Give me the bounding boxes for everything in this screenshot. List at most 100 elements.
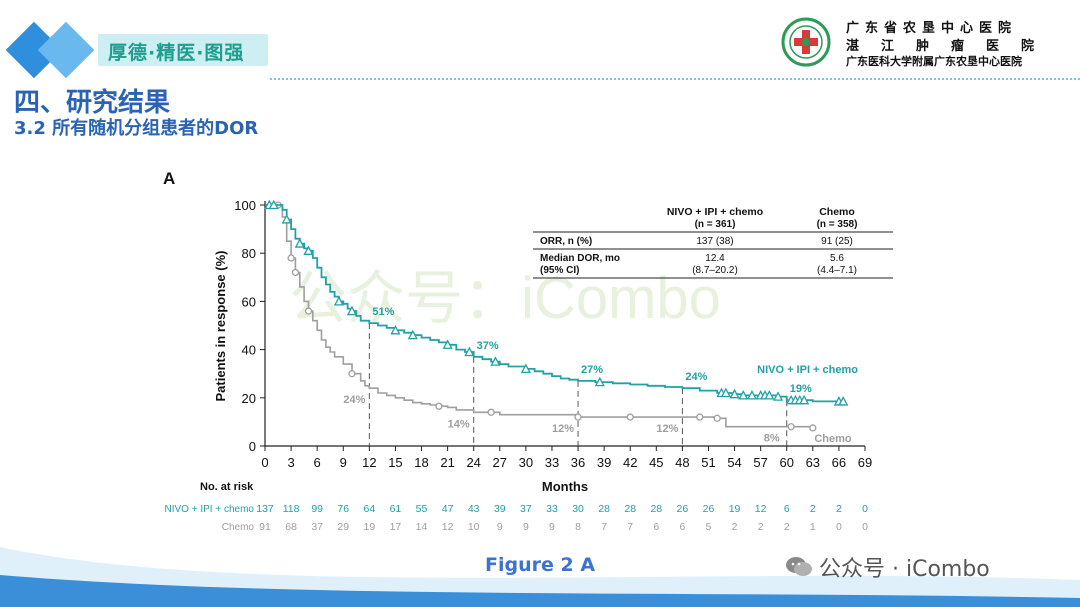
table-cell: 5.6 xyxy=(830,253,844,264)
nivo-censor-mark xyxy=(520,363,531,374)
panel-label: A xyxy=(163,169,175,188)
background-watermark: 公众号：iCombo xyxy=(289,266,721,331)
risk-cell: 19 xyxy=(364,521,376,533)
risk-cell: 12 xyxy=(755,503,767,515)
chemo-censor-mark xyxy=(809,424,817,432)
risk-cell: 5 xyxy=(706,521,712,533)
y-tick-label: 80 xyxy=(242,246,256,261)
hospital-name-1: 广东省农垦中心医院 xyxy=(846,21,1018,36)
nivo-censor-mark xyxy=(746,390,758,400)
nivo-censor-mark xyxy=(303,245,314,255)
hospital-logo-icon xyxy=(781,17,831,67)
nivo-milestone-label: 19% xyxy=(790,383,812,395)
x-tick-label: 12 xyxy=(362,455,376,470)
risk-cell: 8 xyxy=(575,521,581,533)
table-col-header: NIVO + IPI + chemo xyxy=(667,206,763,218)
risk-cell: 2 xyxy=(784,521,790,533)
risk-cell: 0 xyxy=(862,503,868,515)
chemo-censor-mark xyxy=(304,307,313,315)
nivo-censor-mark xyxy=(442,339,453,349)
nivo-censor-mark xyxy=(594,376,605,387)
table-row-label: ORR, n (%) xyxy=(540,236,592,247)
x-tick-label: 21 xyxy=(440,455,454,470)
nivo-milestone-label: 24% xyxy=(685,371,707,383)
x-tick-label: 60 xyxy=(780,455,794,470)
risk-cell: 17 xyxy=(390,521,402,533)
nivo-censor-mark xyxy=(268,199,279,210)
section-subtitle: 3.2 所有随机分组患者的DOR xyxy=(14,118,259,139)
risk-table-title: No. at risk xyxy=(200,481,254,493)
x-tick-label: 51 xyxy=(701,455,715,470)
risk-row-label: NIVO + IPI + chemo xyxy=(165,504,255,515)
risk-cell: 68 xyxy=(285,521,297,533)
risk-cell: 99 xyxy=(311,503,323,515)
risk-cell: 14 xyxy=(416,521,428,533)
risk-cell: 1 xyxy=(810,521,816,533)
risk-cell: 26 xyxy=(703,503,715,515)
risk-cell: 9 xyxy=(549,521,555,533)
x-tick-label: 33 xyxy=(545,455,559,470)
nivo-censor-mark xyxy=(407,329,418,340)
nivo-censor-mark xyxy=(281,214,292,224)
chemo-milestone-label: 12% xyxy=(552,423,574,435)
nivo-end-label: NIVO + IPI + chemo xyxy=(757,364,858,376)
risk-cell: 76 xyxy=(337,503,349,515)
chemo-milestone-label: 24% xyxy=(343,394,365,406)
nivo-censor-mark xyxy=(772,391,784,401)
nivo-censor-mark xyxy=(738,390,749,400)
table-cell: 137 (38) xyxy=(696,236,733,247)
x-tick-label: 57 xyxy=(753,455,767,470)
x-tick-label: 69 xyxy=(858,455,872,470)
risk-cell: 6 xyxy=(784,503,790,515)
nivo-censor-mark xyxy=(799,394,810,405)
chemo-censor-mark xyxy=(287,254,295,262)
nivo-censor-mark xyxy=(764,390,775,400)
chemo-censor-mark xyxy=(696,413,704,421)
risk-cell: 2 xyxy=(732,521,738,533)
risk-cell: 12 xyxy=(442,521,454,533)
risk-row-label: Chemo xyxy=(222,522,255,533)
nivo-milestone-label: 37% xyxy=(477,340,499,352)
table-n-label: (n = 361) xyxy=(695,219,736,230)
risk-cell: 19 xyxy=(729,503,741,515)
x-tick-label: 45 xyxy=(649,455,663,470)
risk-cell: 7 xyxy=(601,521,607,533)
nivo-censor-mark xyxy=(464,346,475,357)
risk-cell: 47 xyxy=(442,503,454,515)
hospital-name-3: 广东医科大学附属广东农垦中心医院 xyxy=(846,55,1022,68)
chemo-censor-mark xyxy=(435,402,443,410)
risk-cell: 9 xyxy=(497,521,503,533)
risk-cell: 6 xyxy=(679,521,685,533)
x-axis-label: Months xyxy=(542,479,588,494)
risk-cell: 26 xyxy=(677,503,689,515)
x-tick-label: 9 xyxy=(340,455,347,470)
y-tick-label: 20 xyxy=(242,391,256,406)
risk-cell: 64 xyxy=(364,503,376,515)
risk-cell: 39 xyxy=(494,503,506,515)
table-n-label: (n = 358) xyxy=(817,219,858,230)
y-tick-label: 0 xyxy=(249,439,256,454)
risk-cell: 37 xyxy=(520,503,532,515)
x-tick-label: 63 xyxy=(806,455,820,470)
risk-cell: 37 xyxy=(311,521,323,533)
hospital-name-2: 湛江肿瘤医院 xyxy=(846,39,1057,54)
table-col-header: Chemo xyxy=(819,206,855,218)
x-tick-label: 42 xyxy=(623,455,637,470)
wechat-watermark: 公众号 · iCombo xyxy=(785,551,990,583)
nivo-censor-mark xyxy=(346,305,358,316)
table-cell: 91 (25) xyxy=(821,236,853,247)
chemo-censor-mark xyxy=(291,268,300,277)
nivo-censor-mark xyxy=(720,387,731,398)
risk-cell: 137 xyxy=(256,503,274,515)
risk-cell: 30 xyxy=(572,503,584,515)
y-axis-label: Patients in response (%) xyxy=(213,251,228,402)
nivo-censor-mark xyxy=(838,396,849,406)
section-title: 四、研究结果 xyxy=(14,88,171,118)
chemo-milestone-label: 8% xyxy=(764,433,780,445)
x-tick-label: 54 xyxy=(727,455,741,470)
risk-cell: 2 xyxy=(836,503,842,515)
x-tick-label: 24 xyxy=(466,455,480,470)
x-tick-label: 0 xyxy=(261,455,268,470)
y-tick-label: 60 xyxy=(242,294,256,309)
